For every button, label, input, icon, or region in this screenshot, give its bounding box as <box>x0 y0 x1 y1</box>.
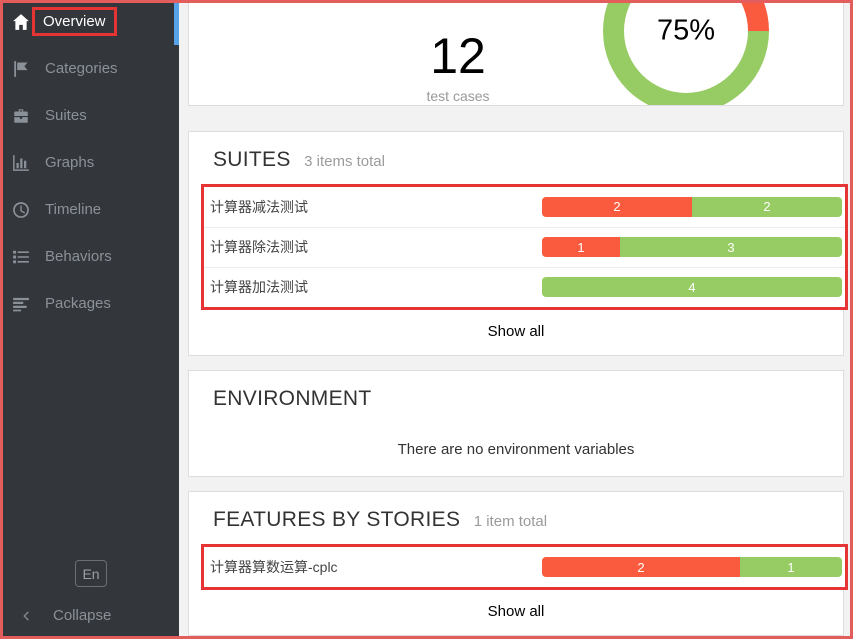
chevron-left-icon <box>20 609 32 623</box>
sidebar-item-label: Timeline <box>45 201 102 218</box>
failed-count: 2 <box>542 557 740 577</box>
highlight-box-features: 计算器算数运算-cplc 2 1 <box>201 544 848 590</box>
failed-count: 1 <box>542 237 620 258</box>
testcase-count: 12 <box>430 28 486 84</box>
total-testcases-stat: 12 test cases <box>358 31 558 104</box>
flag-icon <box>11 59 31 79</box>
environment-widget: ENVIRONMENT There are no environment var… <box>188 369 844 477</box>
failed-count: 2 <box>542 196 692 217</box>
sidebar-footer: En Collapse <box>3 560 179 636</box>
suite-row[interactable]: 计算器除法测试 1 3 <box>204 226 845 267</box>
suite-row[interactable]: 计算器减法测试 2 2 <box>204 186 845 227</box>
language-button[interactable]: En <box>75 560 107 587</box>
suites-widget: SUITES 3 items total 计算器减法测试 2 2 计算器除法测试… <box>188 130 848 356</box>
align-left-icon <box>11 294 31 314</box>
status-bar: 2 2 <box>542 196 842 217</box>
sidebar-item-overview[interactable]: Overview <box>3 3 179 45</box>
suites-show-all-link[interactable]: Show all <box>487 322 545 340</box>
passed-count: 2 <box>692 196 842 217</box>
suite-name: 计算器加法测试 <box>210 279 308 296</box>
sidebar-item-label: Overview <box>32 7 117 36</box>
environment-empty-message: There are no environment variables <box>397 440 635 458</box>
highlight-box-suites: 计算器减法测试 2 2 计算器除法测试 1 3 计算器加法测试 <box>201 183 848 310</box>
sidebar-item-graphs[interactable]: Graphs <box>3 139 179 186</box>
sidebar-item-categories[interactable]: Categories <box>3 45 179 92</box>
suites-subtitle: 3 items total <box>304 152 385 170</box>
sidebar-item-label: Packages <box>45 295 111 312</box>
main-content: 12 test cases 75% SUITES 3 items total 计… <box>179 3 850 636</box>
suite-name: 计算器减法测试 <box>210 198 308 215</box>
feature-row[interactable]: 计算器算数运算-cplc 2 1 <box>204 547 845 587</box>
sidebar-item-label: Graphs <box>45 154 95 171</box>
sidebar: Overview Categories Suites Graphs <box>3 3 179 636</box>
sidebar-item-timeline[interactable]: Timeline <box>3 186 179 233</box>
suites-title: SUITES <box>213 147 291 171</box>
suites-header: SUITES 3 items total <box>189 132 843 180</box>
sidebar-item-label: Categories <box>45 60 118 77</box>
features-subtitle: 1 item total <box>473 513 548 530</box>
clock-icon <box>11 200 31 220</box>
passed-count: 4 <box>542 277 842 298</box>
testcase-count-label: test cases <box>426 88 490 104</box>
features-title: FEATURES BY STORIES <box>213 508 461 531</box>
success-percentage: 75% <box>656 14 716 47</box>
suite-row[interactable]: 计算器加法测试 4 <box>204 266 845 307</box>
environment-title: ENVIRONMENT <box>213 386 372 410</box>
features-show-all-link[interactable]: Show all <box>487 603 545 620</box>
passed-count: 1 <box>740 557 842 577</box>
status-bar: 2 1 <box>542 557 842 577</box>
sidebar-nav: Overview Categories Suites Graphs <box>3 3 179 327</box>
sidebar-item-suites[interactable]: Suites <box>3 92 179 139</box>
list-icon <box>11 247 31 267</box>
sidebar-item-label: Behaviors <box>45 248 112 265</box>
briefcase-icon <box>11 106 31 126</box>
collapse-label: Collapse <box>53 607 112 624</box>
feature-name: 计算器算数运算-cplc <box>210 559 338 575</box>
status-donut-chart[interactable] <box>603 3 769 105</box>
suite-name: 计算器除法测试 <box>210 239 308 256</box>
environment-header: ENVIRONMENT <box>189 371 843 419</box>
features-widget: FEATURES BY STORIES 1 item total 计算器算数运算… <box>188 491 848 636</box>
passed-count: 3 <box>620 237 842 258</box>
sidebar-item-behaviors[interactable]: Behaviors <box>3 233 179 280</box>
features-header: FEATURES BY STORIES 1 item total <box>189 492 843 540</box>
status-bar: 1 3 <box>542 237 842 258</box>
overview-stats-card: 12 test cases 75% <box>188 3 844 106</box>
collapse-button[interactable]: Collapse <box>3 607 179 624</box>
sidebar-scrollbar-thumb[interactable] <box>174 3 179 45</box>
sidebar-item-label: Suites <box>45 107 87 124</box>
home-icon <box>11 12 31 32</box>
bar-chart-icon <box>11 153 31 173</box>
status-bar: 4 <box>542 277 842 298</box>
sidebar-item-packages[interactable]: Packages <box>3 280 179 327</box>
